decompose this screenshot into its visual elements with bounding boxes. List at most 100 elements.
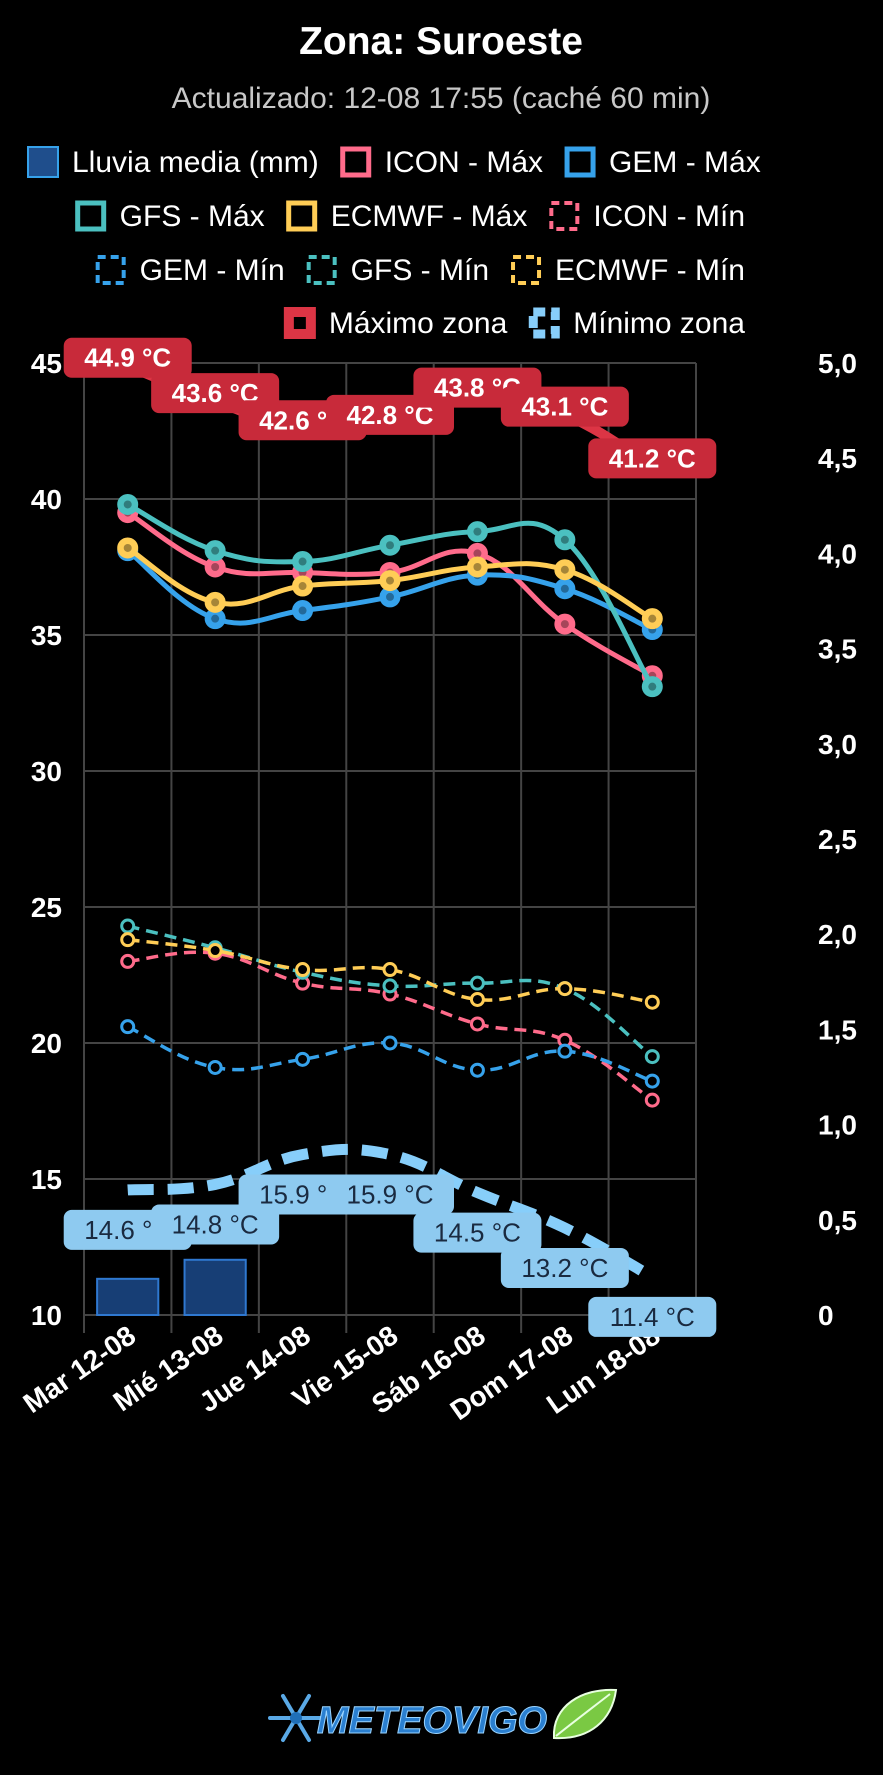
series-point-center: [473, 549, 482, 558]
series-point: [641, 608, 663, 630]
min-label: 14.5 °C: [413, 1212, 542, 1253]
legend-item-lluvia-media-mm: Lluvia media (mm): [27, 146, 319, 179]
series-point-center: [648, 614, 657, 623]
min-label-text: 13.2 °C: [521, 1253, 608, 1283]
legend-item-gfs-min: GFS - Mín: [306, 254, 489, 287]
max-label-box: [63, 337, 192, 378]
series-point: [641, 676, 663, 698]
max-label-box: [588, 438, 717, 479]
series-point: [292, 551, 314, 573]
series-point-center: [386, 541, 394, 550]
series-point: [469, 975, 485, 991]
legend-swatch: [283, 307, 316, 339]
series-point-center: [473, 527, 482, 536]
legend-label: ICON - Máx: [385, 146, 543, 179]
series-point: [379, 570, 401, 592]
series-point: [120, 932, 136, 948]
y-left-tick: 25: [31, 892, 62, 923]
series-point-center: [386, 592, 394, 601]
legend-item-icon-max: ICON - Máx: [340, 146, 543, 179]
grid: [83, 362, 697, 1333]
legend-item-gem-max: GEM - Máx: [564, 146, 761, 179]
legend-label: Lluvia media (mm): [72, 146, 319, 179]
series-point-center: [211, 598, 220, 607]
series-point-center: [648, 682, 657, 691]
series-point-center: [560, 620, 569, 629]
y-right-tick: 0: [818, 1300, 834, 1331]
min-label-box: [500, 1247, 629, 1288]
legend-swatch: [549, 201, 580, 231]
series-point: [644, 1092, 660, 1108]
y-right-tick: 1,5: [818, 1014, 857, 1045]
legend-swatch: [306, 255, 337, 285]
update-subtitle: Actualizado: 12-08 17:55 (caché 60 min): [172, 82, 711, 115]
series-point: [382, 978, 398, 994]
min-label: 15.9 °C: [326, 1174, 454, 1215]
legend-item-gem-min: GEM - Mín: [95, 254, 285, 287]
y-left-tick: 35: [31, 620, 62, 651]
series-ecmwf-min: [120, 932, 660, 1010]
series-point: [292, 575, 314, 597]
series-point: [382, 1035, 398, 1051]
min-label-box: [326, 1174, 454, 1215]
series-point: [204, 591, 226, 613]
min-label-box: [588, 1296, 717, 1337]
legend-item-maximo-zona: Máximo zona: [283, 307, 508, 340]
y-right-tick: 3,5: [818, 634, 857, 665]
footer-logo: METEOVIGO: [268, 1688, 618, 1743]
y-left-tick: 45: [31, 348, 62, 379]
legend-item-ecmwf-min: ECMWF - Mín: [511, 254, 745, 287]
min-label-text: 11.4 °C: [610, 1302, 695, 1332]
y-right-tick: 0,5: [818, 1205, 857, 1236]
series-point-center: [386, 576, 394, 585]
legend-label: Mínimo zona: [573, 307, 745, 340]
series-point-center: [560, 584, 569, 593]
y-left-tick: 10: [31, 1300, 62, 1331]
y-right-tick: 2,0: [818, 919, 857, 950]
series-point: [207, 1059, 223, 1075]
legend-item-minimo-zona: Mínimo zona: [528, 307, 745, 340]
rain-bars: [96, 1258, 247, 1317]
series-gem-min: [120, 1019, 660, 1089]
legend-swatch: [340, 146, 372, 178]
series-point: [469, 1062, 485, 1078]
max-label-text: 43.1 °C: [521, 392, 608, 422]
max-label-text: 44.9 °C: [84, 343, 171, 373]
series-point: [292, 600, 314, 622]
series-point: [120, 918, 136, 934]
series-point-center: [298, 582, 307, 591]
series-point-center: [211, 546, 220, 555]
y-right-tick: 4,0: [818, 538, 857, 569]
series-point: [466, 556, 488, 578]
min-label-text: 15.9 °C: [346, 1180, 433, 1210]
series-point: [557, 981, 573, 997]
min-label-text: 14.8 °C: [172, 1209, 259, 1239]
series-line-minimo-zona: [127, 1143, 655, 1282]
legend-swatch: [286, 200, 318, 232]
max-label: 43.1 °C: [500, 386, 629, 427]
legend: Lluvia media (mm) ICON - Máx GEM - Máx GFS …: [27, 146, 761, 340]
min-label: 13.2 °C: [500, 1247, 629, 1288]
series-point: [554, 613, 576, 635]
max-label-text: 41.2 °C: [609, 443, 696, 473]
legend-item-gfs-max: GFS - Máx: [75, 200, 265, 233]
series-point: [644, 994, 660, 1010]
legend-label: ECMWF - Mín: [555, 254, 745, 287]
series-point: [204, 540, 226, 562]
series-point-center: [298, 606, 307, 615]
y-left-tick: 30: [31, 756, 62, 787]
series-point: [557, 1043, 573, 1059]
axes: 10 15 20 25 30 35 40 45 0 0,5 1,0 1,5 2,0 2,5 3,0 3,5 4,…: [18, 348, 857, 1426]
series-point: [207, 943, 223, 959]
series-point-center: [123, 543, 132, 552]
series-point: [469, 1016, 485, 1032]
legend-swatch: [511, 255, 542, 285]
y-right-tick: 5,0: [818, 348, 857, 379]
series-point-center: [123, 500, 132, 509]
series-point: [554, 559, 576, 581]
series-point: [644, 1073, 660, 1089]
y-left-tick: 40: [31, 484, 62, 515]
series-point: [554, 529, 576, 551]
zone-labels: 44.9 °C43.6 °C42.6 °C 42.8 °C43.8 °C43.1 …: [63, 337, 717, 1337]
